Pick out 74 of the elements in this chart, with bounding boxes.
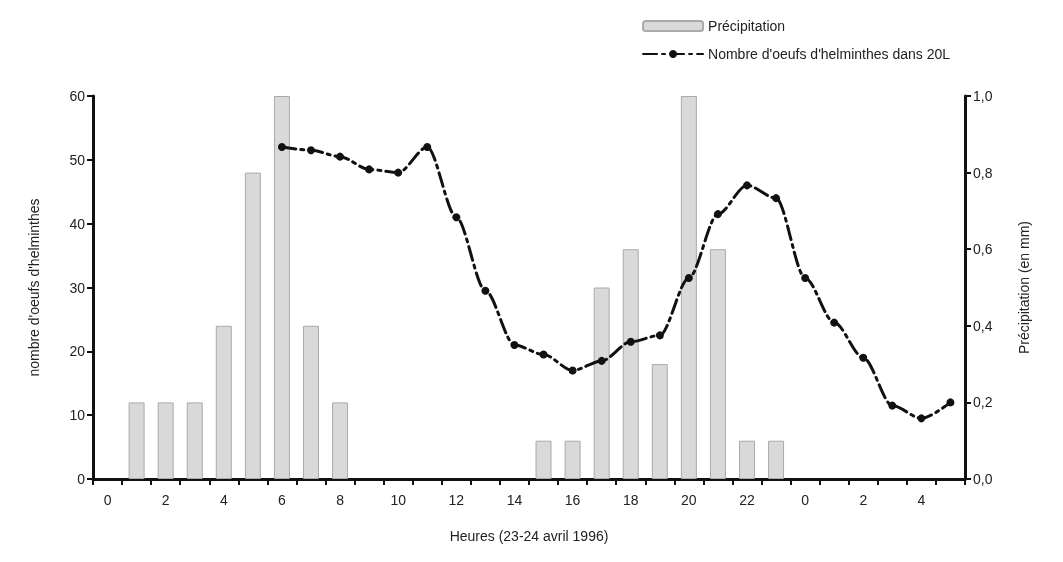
legend-label: Nombre d'oeufs d'helminthes dans 20L <box>708 46 951 62</box>
y2-tick-label: 0,2 <box>973 394 993 411</box>
bar <box>622 249 639 479</box>
x-tick-label: 14 <box>506 492 523 508</box>
point <box>277 143 286 152</box>
y2-tick-label: 0,4 <box>973 317 993 334</box>
bar <box>303 325 319 479</box>
point <box>830 318 839 327</box>
bar <box>244 172 261 479</box>
x-tick-label: 8 <box>336 492 345 508</box>
x-tick-label: 2 <box>161 492 170 508</box>
bar <box>709 249 726 479</box>
point <box>423 143 432 152</box>
legend-label: Précipitation <box>708 18 786 34</box>
bar <box>680 96 697 479</box>
y-tick-label: 0 <box>77 471 86 487</box>
bar <box>564 440 581 479</box>
x-tick-label: 22 <box>739 492 755 508</box>
point <box>713 210 722 219</box>
x-tick-label: 6 <box>278 492 287 508</box>
bar <box>593 287 610 479</box>
x-tick-label: 10 <box>390 492 407 508</box>
point <box>539 350 548 359</box>
bar <box>768 440 785 479</box>
x-tick-label: 12 <box>448 492 465 508</box>
x-tick-label: 0 <box>103 492 112 508</box>
y2-tick-label: 1,0 <box>973 88 993 104</box>
point <box>626 337 635 346</box>
x-tick-label: 16 <box>564 492 581 508</box>
point <box>336 152 345 161</box>
bar <box>186 402 203 479</box>
bar <box>273 96 290 479</box>
y-axis-title: nombre d'oeufs d'helminthes <box>26 198 42 377</box>
point <box>801 273 810 282</box>
point <box>743 181 751 190</box>
point <box>597 356 606 365</box>
bar <box>332 402 349 479</box>
y-tick-label: 30 <box>69 279 86 296</box>
x-tick-label: 18 <box>622 492 639 508</box>
bar <box>215 325 232 479</box>
y2-tick-label: 0,8 <box>973 164 993 181</box>
bar <box>651 364 668 479</box>
point <box>307 146 315 155</box>
point <box>946 398 955 407</box>
point <box>772 194 781 203</box>
x-tick-label: 0 <box>801 492 810 508</box>
y-tick-label: 20 <box>69 343 86 360</box>
point <box>568 366 577 375</box>
y-tick-label: 60 <box>69 88 86 104</box>
point <box>510 340 519 349</box>
x-tick-label: 4 <box>219 492 228 508</box>
point <box>394 168 403 177</box>
y-tick-label: 50 <box>69 151 86 168</box>
point <box>481 286 490 295</box>
x-tick-label: 20 <box>681 492 697 508</box>
y2-tick-label: 0,6 <box>973 241 993 258</box>
bar <box>128 402 145 479</box>
point <box>365 165 374 174</box>
point <box>888 401 897 410</box>
y2-axis-title: Précipitation (en mm) <box>1016 220 1032 355</box>
point <box>655 331 664 340</box>
bar <box>535 440 552 479</box>
y2-tick-label: 0,0 <box>973 471 993 487</box>
point <box>452 213 461 222</box>
x-tick-label: 4 <box>917 492 926 508</box>
x-axis-title: Heures (23-24 avril 1996) <box>449 528 609 544</box>
point <box>684 273 693 282</box>
point <box>859 353 868 362</box>
bar <box>739 440 755 479</box>
y-tick-label: 10 <box>69 407 86 424</box>
y-tick-label: 40 <box>69 215 86 232</box>
x-tick-label: 2 <box>859 492 868 508</box>
point <box>917 414 926 423</box>
bar <box>157 402 174 479</box>
